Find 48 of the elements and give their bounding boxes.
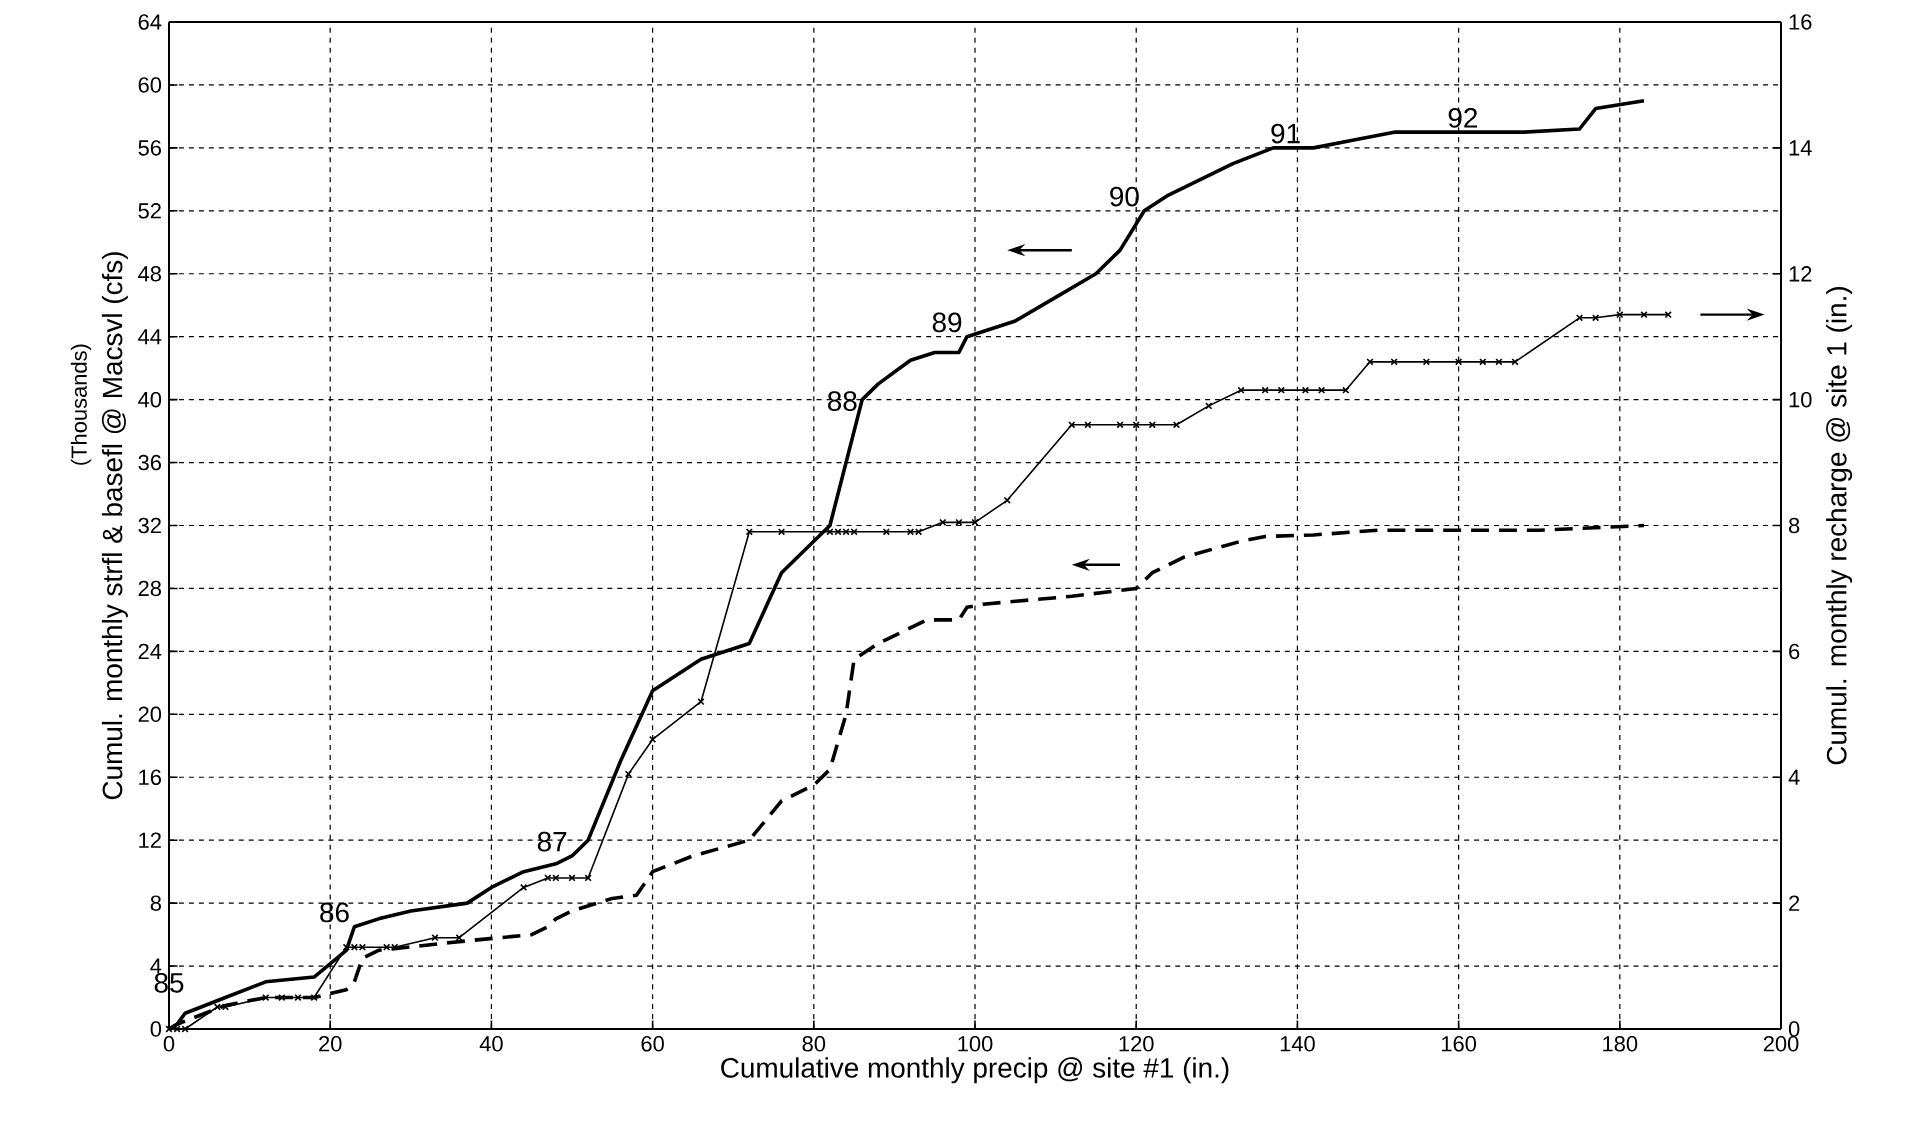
y2-tick-label: 14 [1789, 140, 1812, 156]
y2-tick-label: 10 [1789, 391, 1812, 408]
annotation: 91 [1271, 123, 1300, 144]
y-tick-label: 40 [138, 391, 162, 408]
y-tick-label: 32 [138, 517, 161, 534]
x-tick-label: 60 [641, 1036, 664, 1052]
x-tick-label: 200 [1763, 1036, 1799, 1052]
y-tick-label: 4 [150, 958, 162, 974]
x-tick-label: 80 [802, 1036, 826, 1052]
y-tick-label: 28 [138, 580, 161, 597]
x-tick-label: 180 [1603, 1036, 1638, 1052]
x-tick-label: 0 [163, 1036, 175, 1052]
y2-tick-label: 2 [1789, 895, 1800, 911]
y2-axis-title: Cumul. monthly recharge @ site 1 (in.) [1826, 287, 1853, 765]
annotation: 92 [1448, 107, 1478, 128]
y-tick-label: 12 [139, 832, 161, 848]
x-tick-label: 140 [1280, 1036, 1315, 1052]
y-tick-label: 44 [138, 329, 162, 345]
annotation: 88 [827, 391, 857, 411]
y2-tick-label: 6 [1789, 643, 1800, 660]
y-tick-label: 52 [138, 203, 161, 219]
x-tick-label: 40 [479, 1036, 503, 1052]
x-tick-label: 20 [319, 1036, 342, 1052]
y-tick-label: 16 [139, 769, 161, 786]
annotation: 87 [537, 831, 567, 852]
annotation: 89 [932, 312, 962, 333]
y-tick-label: 24 [138, 643, 162, 660]
y-tick-label: 20 [138, 706, 162, 723]
y-tick-label: 48 [138, 266, 161, 282]
y-tick-label: 0 [150, 1021, 162, 1037]
y-tick-label: 64 [138, 14, 162, 30]
y2-tick-label: 4 [1788, 769, 1800, 785]
y-tick-label: 56 [138, 140, 161, 156]
annotation: 90 [1110, 186, 1139, 207]
x-axis-title: Cumulative monthly precip @ site #1 (in.) [721, 1057, 1229, 1084]
y-tick-label: 36 [138, 454, 161, 471]
y2-tick-label: 12 [1789, 266, 1812, 282]
x-tick-label: 160 [1441, 1036, 1477, 1052]
annotation: 86 [320, 902, 349, 923]
text: (Thousands) [70, 344, 92, 465]
y2-tick-label: 16 [1789, 14, 1812, 30]
y-tick-label: 60 [138, 77, 162, 93]
y-axis-title: Cumul. monthly strfl & basefl @ Macsvl (cfs) [101, 252, 128, 800]
x-tick-label: 120 [1119, 1036, 1154, 1052]
x-tick-label: 100 [958, 1036, 993, 1052]
y-tick-label: 8 [150, 895, 161, 911]
y2-tick-label: 0 [1788, 1021, 1800, 1037]
y2-tick-label: 8 [1789, 517, 1800, 534]
